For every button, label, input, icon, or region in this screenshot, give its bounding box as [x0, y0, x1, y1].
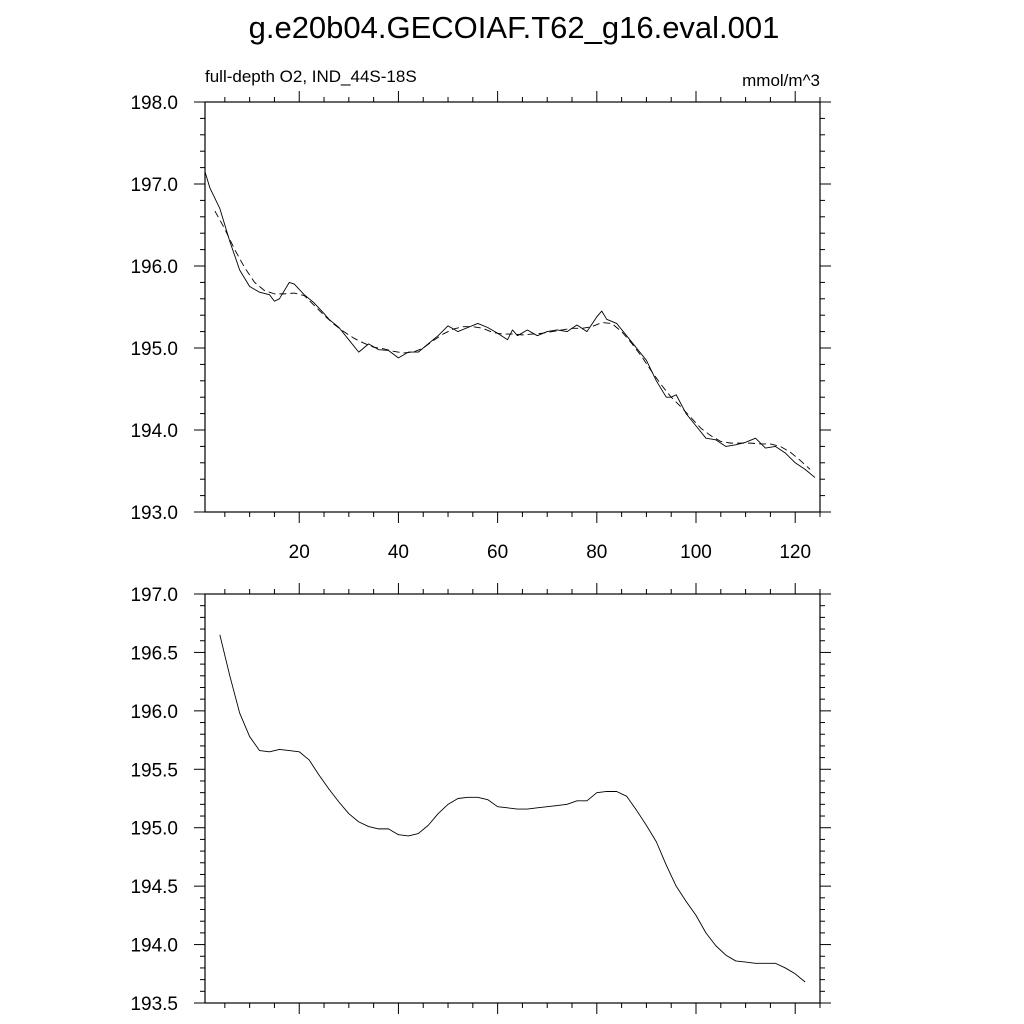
y-tick-label: 197.0 [130, 585, 178, 606]
y-tick-label: 198.0 [130, 93, 178, 114]
y-tick-label: 193.0 [130, 503, 178, 524]
x-tick-label: 40 [388, 542, 409, 563]
y-tick-label: 195.0 [130, 339, 178, 360]
plot-frame [204, 101, 821, 513]
y-tick-label: 195.5 [130, 760, 178, 781]
series-line-annual [204, 171, 816, 478]
y-tick-label: 196.5 [130, 643, 178, 664]
units-label: mmol/m^3 [742, 71, 820, 90]
bottom-panel: 193.5 194.0 194.5 195.0 195.5 196.0 196.5 197.0 [130, 583, 831, 1015]
x-tick-label: 120 [779, 542, 811, 563]
series-line-running-mean [214, 210, 811, 470]
series-line-smoothed [219, 634, 806, 983]
y-tick-label: 194.0 [130, 421, 178, 442]
x-tick-label: 20 [289, 542, 310, 563]
y-tick-label: 195.0 [130, 819, 178, 840]
x-tick-label: 100 [680, 542, 712, 563]
y-tick-label: 194.0 [130, 936, 178, 957]
x-tick-label: 80 [586, 542, 607, 563]
plot-frame [204, 593, 821, 1004]
y-tick-label: 196.0 [130, 257, 178, 278]
y-tick-label: 196.0 [130, 702, 178, 723]
left-string-label: full-depth O2, IND_44S-18S [205, 67, 417, 86]
figure-title: g.e20b04.GECOIAF.T62_g16.eval.001 [249, 10, 780, 45]
x-tick-label: 60 [487, 542, 508, 563]
y-tick-label: 193.5 [130, 994, 178, 1015]
top-panel: 193.0 194.0 195.0 196.0 197.0 198.0 20 40 60 80 10… [130, 67, 831, 563]
y-tick-label: 197.0 [130, 175, 178, 196]
y-tick-label: 194.5 [130, 877, 178, 898]
